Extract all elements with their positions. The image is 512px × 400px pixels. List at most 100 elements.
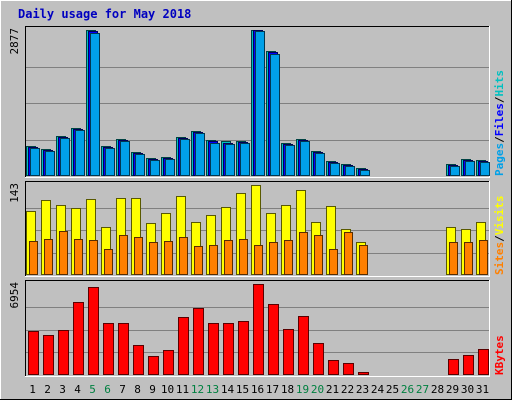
panel-max-label: 143 <box>8 183 21 203</box>
legend-kbytes: KBytes <box>493 335 506 375</box>
panel-max-label: 2877 <box>8 28 21 55</box>
bar-kbytes <box>448 359 459 375</box>
bar-pages <box>180 139 190 176</box>
bar-pages <box>270 54 280 176</box>
bar-kbytes <box>298 316 309 375</box>
bar-pages <box>450 166 460 176</box>
series-kbytes <box>28 284 489 375</box>
bar-kbytes <box>88 287 99 375</box>
day-label: 14 <box>221 383 235 396</box>
bar-sites <box>464 242 473 275</box>
bar-pages <box>315 153 325 176</box>
day-label: 18 <box>281 383 294 396</box>
day-label: 23 <box>356 383 369 396</box>
bar-kbytes <box>208 323 219 375</box>
panel-kbytes: 6954 KBytes <box>8 280 506 377</box>
bar-kbytes <box>133 345 144 375</box>
bar-pages <box>225 144 235 176</box>
bar-pages <box>465 161 475 176</box>
legend-sites: Sites <box>493 242 506 275</box>
chart-title: Daily usage for May 2018 <box>18 7 191 21</box>
bar-sites <box>104 249 113 275</box>
bar-sites <box>209 245 218 275</box>
bar-sites <box>224 240 233 275</box>
day-label: 1 <box>29 383 36 396</box>
legend-files: Files <box>493 103 506 136</box>
day-label: 28 <box>431 383 444 396</box>
bar-pages <box>240 143 250 176</box>
day-label: 13 <box>206 383 219 396</box>
bar-pages <box>120 141 130 176</box>
bar-kbytes <box>313 343 324 375</box>
bar-kbytes <box>103 323 114 375</box>
day-label: 7 <box>119 383 126 396</box>
day-label: 30 <box>461 383 474 396</box>
bar-pages <box>135 154 145 176</box>
bar-kbytes <box>478 349 489 375</box>
bar-kbytes <box>28 331 39 375</box>
bar-pages <box>480 162 490 176</box>
bar-kbytes <box>178 317 189 375</box>
panel-legend: Pages/Files/Hits <box>493 70 506 176</box>
bar-kbytes <box>268 304 279 375</box>
bar-kbytes <box>343 363 354 375</box>
bar-sites <box>344 232 353 275</box>
bar-sites <box>449 242 458 275</box>
day-label: 20 <box>311 383 324 396</box>
day-label: 24 <box>371 383 385 396</box>
legend-separator: / <box>493 96 506 103</box>
day-label: 15 <box>236 383 249 396</box>
bar-sites <box>269 242 278 275</box>
bar-pages <box>60 138 70 176</box>
bar-pages <box>195 133 205 176</box>
series-pages <box>30 31 490 176</box>
bar-sites <box>29 241 38 275</box>
bar-sites <box>299 232 308 275</box>
panel-visits-sites: 143 Sites/Visits <box>8 181 506 277</box>
bar-kbytes <box>43 335 54 375</box>
bar-pages <box>285 145 295 176</box>
bar-pages <box>75 130 85 176</box>
day-axis-labels: 1 2 3 4 5 6 7 8 9 10 11 12 13 14 15 16 17 18 19 20 21 22 23 24 2… <box>29 383 489 396</box>
day-label: 6 <box>104 383 111 396</box>
day-label: 27 <box>416 383 429 396</box>
bar-pages <box>210 143 220 176</box>
bar-kbytes <box>238 321 249 375</box>
bar-pages <box>30 148 40 176</box>
bar-kbytes <box>283 329 294 375</box>
day-label: 22 <box>341 383 354 396</box>
day-label: 10 <box>161 383 174 396</box>
day-label: 29 <box>446 383 459 396</box>
bar-sites <box>239 239 248 275</box>
day-label: 25 <box>386 383 399 396</box>
bar-sites <box>194 246 203 275</box>
series-sites <box>29 231 488 275</box>
bar-sites <box>179 237 188 275</box>
bar-sites <box>59 231 68 275</box>
day-label: 12 <box>191 383 204 396</box>
bar-pages <box>300 141 310 176</box>
day-label: 26 <box>401 383 414 396</box>
bar-sites <box>44 239 53 275</box>
panel-hits-files-pages: 2877 Pages/Files/Hits <box>8 26 506 178</box>
bar-sites <box>314 235 323 275</box>
bar-sites <box>164 241 173 275</box>
legend-visits: Visits <box>493 196 506 236</box>
legend-hits: Hits <box>493 70 506 97</box>
day-label: 21 <box>326 383 339 396</box>
panel-legend: KBytes <box>493 335 506 375</box>
bar-pages <box>255 31 265 176</box>
bar-kbytes <box>58 330 69 375</box>
panel-legend: Sites/Visits <box>493 196 506 276</box>
bar-kbytes <box>223 323 234 375</box>
day-label: 16 <box>251 383 264 396</box>
bar-kbytes <box>463 355 474 375</box>
bar-pages <box>330 163 340 176</box>
bar-pages <box>45 151 55 176</box>
legend-separator: / <box>493 136 506 143</box>
day-label: 2 <box>44 383 51 396</box>
bar-kbytes <box>253 284 264 375</box>
legend-separator: / <box>493 235 506 242</box>
chart-panels: 2877Pages/Files/Hits143Sites/Visits6954K… <box>8 26 506 377</box>
